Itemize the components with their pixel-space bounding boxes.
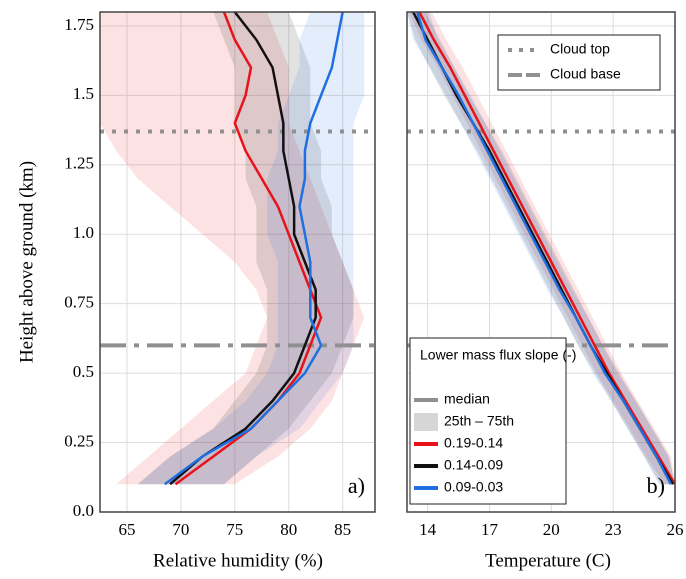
median-line xyxy=(163,12,344,486)
legend-box xyxy=(497,34,661,91)
x-tick-label: 17 xyxy=(481,520,499,539)
plot-area xyxy=(100,12,375,486)
panel-label: a) xyxy=(348,473,365,498)
y-tick-label: 0.0 xyxy=(73,501,94,520)
y-tick-label: 1.0 xyxy=(73,223,94,242)
median-line xyxy=(418,12,675,485)
iqr-band xyxy=(100,12,365,485)
x-tick-label: 26 xyxy=(667,520,684,539)
legend-label: Cloud top xyxy=(550,41,610,57)
median-line xyxy=(416,12,672,485)
legend-label: 25th – 75th xyxy=(444,413,514,429)
x-tick-label: 80 xyxy=(280,520,297,539)
x-tick-label: 85 xyxy=(334,520,351,539)
x-tick-label: 70 xyxy=(172,520,189,539)
legend-label: 0.19-0.14 xyxy=(444,435,503,451)
legend-label: 0.14-0.09 xyxy=(444,457,503,473)
y-tick-label: 1.5 xyxy=(73,84,94,103)
median-line xyxy=(169,12,317,486)
panel-label: b) xyxy=(647,473,665,498)
x-tick-label: 20 xyxy=(543,520,560,539)
y-tick-label: 0.25 xyxy=(64,431,94,450)
legend-title: Lower mass flux slope (-) xyxy=(420,347,576,363)
legend-swatch xyxy=(414,413,438,431)
x-tick-label: 23 xyxy=(605,520,622,539)
plot-frame xyxy=(406,11,676,513)
x-axis-label: Relative humidity (%) xyxy=(153,550,323,571)
y-tick-label: 0.5 xyxy=(73,362,94,381)
x-axis-label: Temperature (C) xyxy=(485,550,611,571)
legend-label: Cloud base xyxy=(550,66,621,82)
y-tick-label: 1.75 xyxy=(64,15,94,34)
plot-frame xyxy=(99,11,376,513)
y-axis-label: Height above ground (km) xyxy=(16,161,37,363)
x-tick-label: 65 xyxy=(118,520,135,539)
x-tick-label: 14 xyxy=(419,520,437,539)
iqr-band xyxy=(137,12,354,485)
legend-label: 0.09-0.03 xyxy=(444,479,503,495)
legend-label: median xyxy=(444,391,490,407)
x-tick-label: 75 xyxy=(226,520,243,539)
y-tick-label: 1.25 xyxy=(64,154,94,173)
y-tick-label: 0.75 xyxy=(64,293,94,312)
plot-area xyxy=(407,12,675,485)
